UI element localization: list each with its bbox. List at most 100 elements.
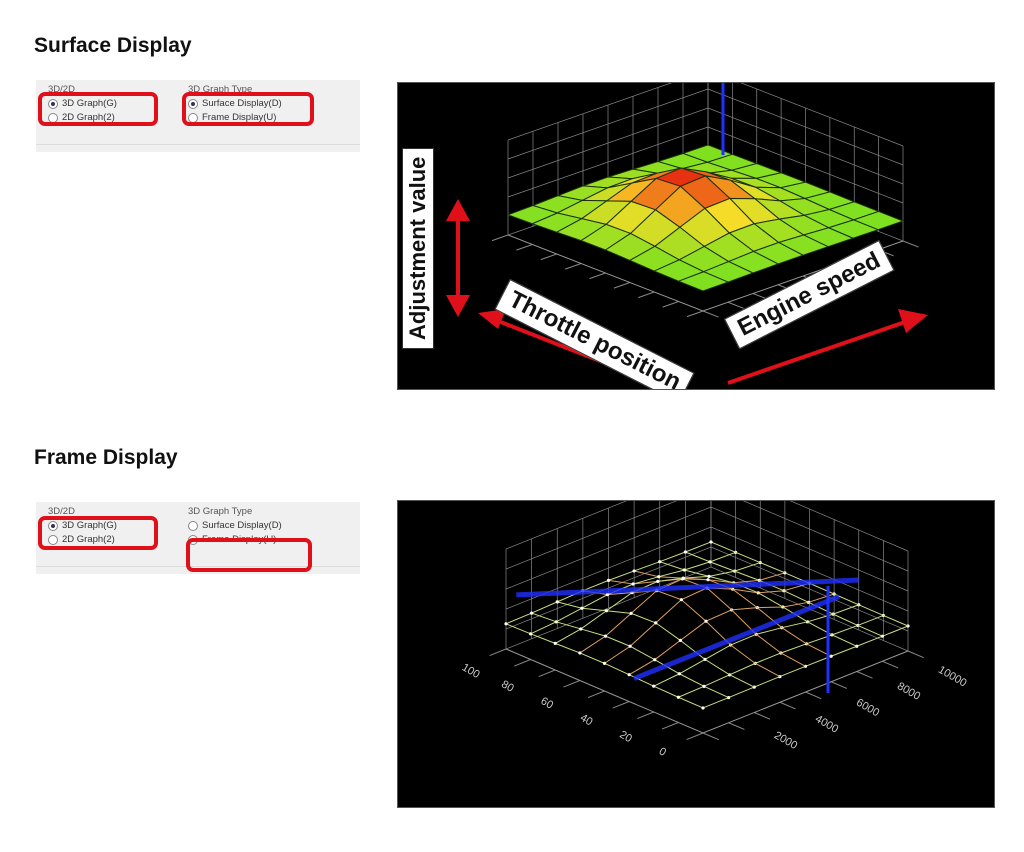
- wall-gridline: [505, 566, 909, 652]
- frame-node: [604, 609, 609, 613]
- surface-graph: Adjustment value Throttle position Engin…: [397, 82, 995, 390]
- axis-tick: [662, 301, 679, 308]
- frame-node: [681, 576, 685, 580]
- group-label-3d2d: 3D/2D: [48, 506, 75, 517]
- group-label-type: 3D Graph Type: [188, 506, 253, 517]
- wall-gridline: [505, 546, 909, 632]
- frame-node: [657, 575, 661, 579]
- cursor-line: [633, 594, 840, 681]
- frame-line: [685, 551, 883, 637]
- radio-3d-graph[interactable]: 3D Graph(G): [48, 98, 117, 109]
- axis-tick: [728, 722, 745, 730]
- frame-node: [653, 658, 657, 662]
- axis-tick: [564, 263, 582, 270]
- frame-node: [554, 620, 558, 624]
- axis-tick: [489, 648, 507, 657]
- wall-gridline: [507, 83, 904, 147]
- frame-node: [605, 593, 610, 597]
- engine-tick-label: 10000: [936, 664, 968, 690]
- axis-tick: [754, 712, 771, 720]
- axis-tick: [563, 680, 581, 688]
- axis-tick: [612, 701, 630, 709]
- axis-tick: [589, 272, 606, 280]
- frame-line: [659, 561, 857, 647]
- axis-tick: [805, 691, 822, 700]
- cursor-line: [516, 577, 859, 598]
- wall-gridline: [507, 107, 904, 185]
- frame-node: [579, 627, 583, 631]
- frame-node: [628, 644, 632, 648]
- frame-node: [682, 568, 686, 572]
- frame-node: [654, 621, 658, 625]
- axis-tick: [540, 253, 557, 261]
- axis-tick: [613, 282, 631, 289]
- frame-graph: 10000 8000 6000 4000 2000 100 80 60 40 20 0: [397, 500, 995, 808]
- frame-node: [704, 619, 708, 623]
- throttle-tick-label: 20: [617, 729, 634, 746]
- section-title-frame: Frame Display: [34, 446, 178, 469]
- highlight-box: [38, 516, 158, 550]
- throttle-tick-label: 60: [539, 695, 556, 712]
- arrow-head-icon: [898, 309, 928, 333]
- highlight-box: [186, 538, 312, 572]
- wall-gridline: [507, 126, 904, 204]
- divider: [36, 144, 360, 145]
- section-title-surface: Surface Display: [34, 34, 192, 57]
- frame-node: [708, 560, 712, 564]
- axis-tick: [902, 240, 919, 248]
- highlight-box: [38, 92, 158, 126]
- frame-node: [679, 598, 683, 602]
- radio-3d-graph[interactable]: 3D Graph(G): [48, 520, 117, 531]
- axis-tick: [702, 732, 719, 741]
- axis-tick: [856, 671, 873, 679]
- frame-node: [606, 578, 611, 582]
- option-label: 2D Graph(2): [62, 112, 115, 123]
- engine-tick-label: 8000: [895, 680, 922, 703]
- option-label: Frame Display(U): [202, 112, 277, 123]
- radio-icon: [48, 98, 58, 109]
- frame-node: [707, 574, 711, 578]
- frame-node: [603, 634, 608, 638]
- frame-node: [627, 673, 631, 677]
- axis-tick: [491, 234, 509, 242]
- frame-node: [629, 611, 633, 615]
- axis-tick: [830, 681, 848, 689]
- highlight-box: [182, 92, 314, 126]
- engine-tick-label: 6000: [854, 697, 881, 720]
- group-label-3d2d: 3D/2D: [48, 84, 75, 95]
- frame-node: [677, 672, 681, 676]
- axis-tick: [686, 732, 704, 741]
- radio-icon: [188, 520, 198, 531]
- radio-2d-graph[interactable]: 2D Graph(2): [48, 534, 117, 545]
- frame-node: [578, 651, 582, 655]
- arrow-head-icon: [446, 295, 470, 317]
- axis-tick: [779, 701, 796, 710]
- axis-tick: [686, 310, 704, 318]
- frame-node: [678, 638, 682, 643]
- option-label: Surface Display(D): [202, 520, 282, 531]
- axis-tick: [727, 301, 744, 309]
- engine-tick-label: 2000: [772, 729, 799, 752]
- frame-node: [683, 550, 687, 554]
- options-panel-surface: 3D/2D 3D Graph(G) 2D Graph(2) 3D Graph T…: [36, 80, 360, 152]
- radio-surface-display[interactable]: Surface Display(D): [188, 520, 282, 531]
- throttle-tick-label: 0: [657, 746, 668, 759]
- frame-node: [701, 706, 705, 710]
- option-label: Surface Display(D): [202, 98, 282, 109]
- frame-node: [602, 661, 607, 665]
- wall-gridline: [505, 501, 909, 572]
- wall-gridline: [505, 501, 909, 552]
- frame-node: [553, 641, 557, 645]
- axis-tick: [661, 722, 679, 730]
- frame-node: [555, 600, 559, 604]
- frame-node: [709, 540, 713, 544]
- axis-tick: [907, 650, 924, 659]
- floor-edge: [505, 648, 909, 734]
- axis-tick: [587, 690, 605, 699]
- frame-line: [634, 570, 832, 657]
- radio-surface-display[interactable]: Surface Display(D): [188, 98, 282, 109]
- frame-node: [530, 611, 534, 615]
- throttle-tick-label: 100: [460, 662, 482, 682]
- frame-node: [658, 560, 662, 564]
- axis-tick: [702, 310, 719, 318]
